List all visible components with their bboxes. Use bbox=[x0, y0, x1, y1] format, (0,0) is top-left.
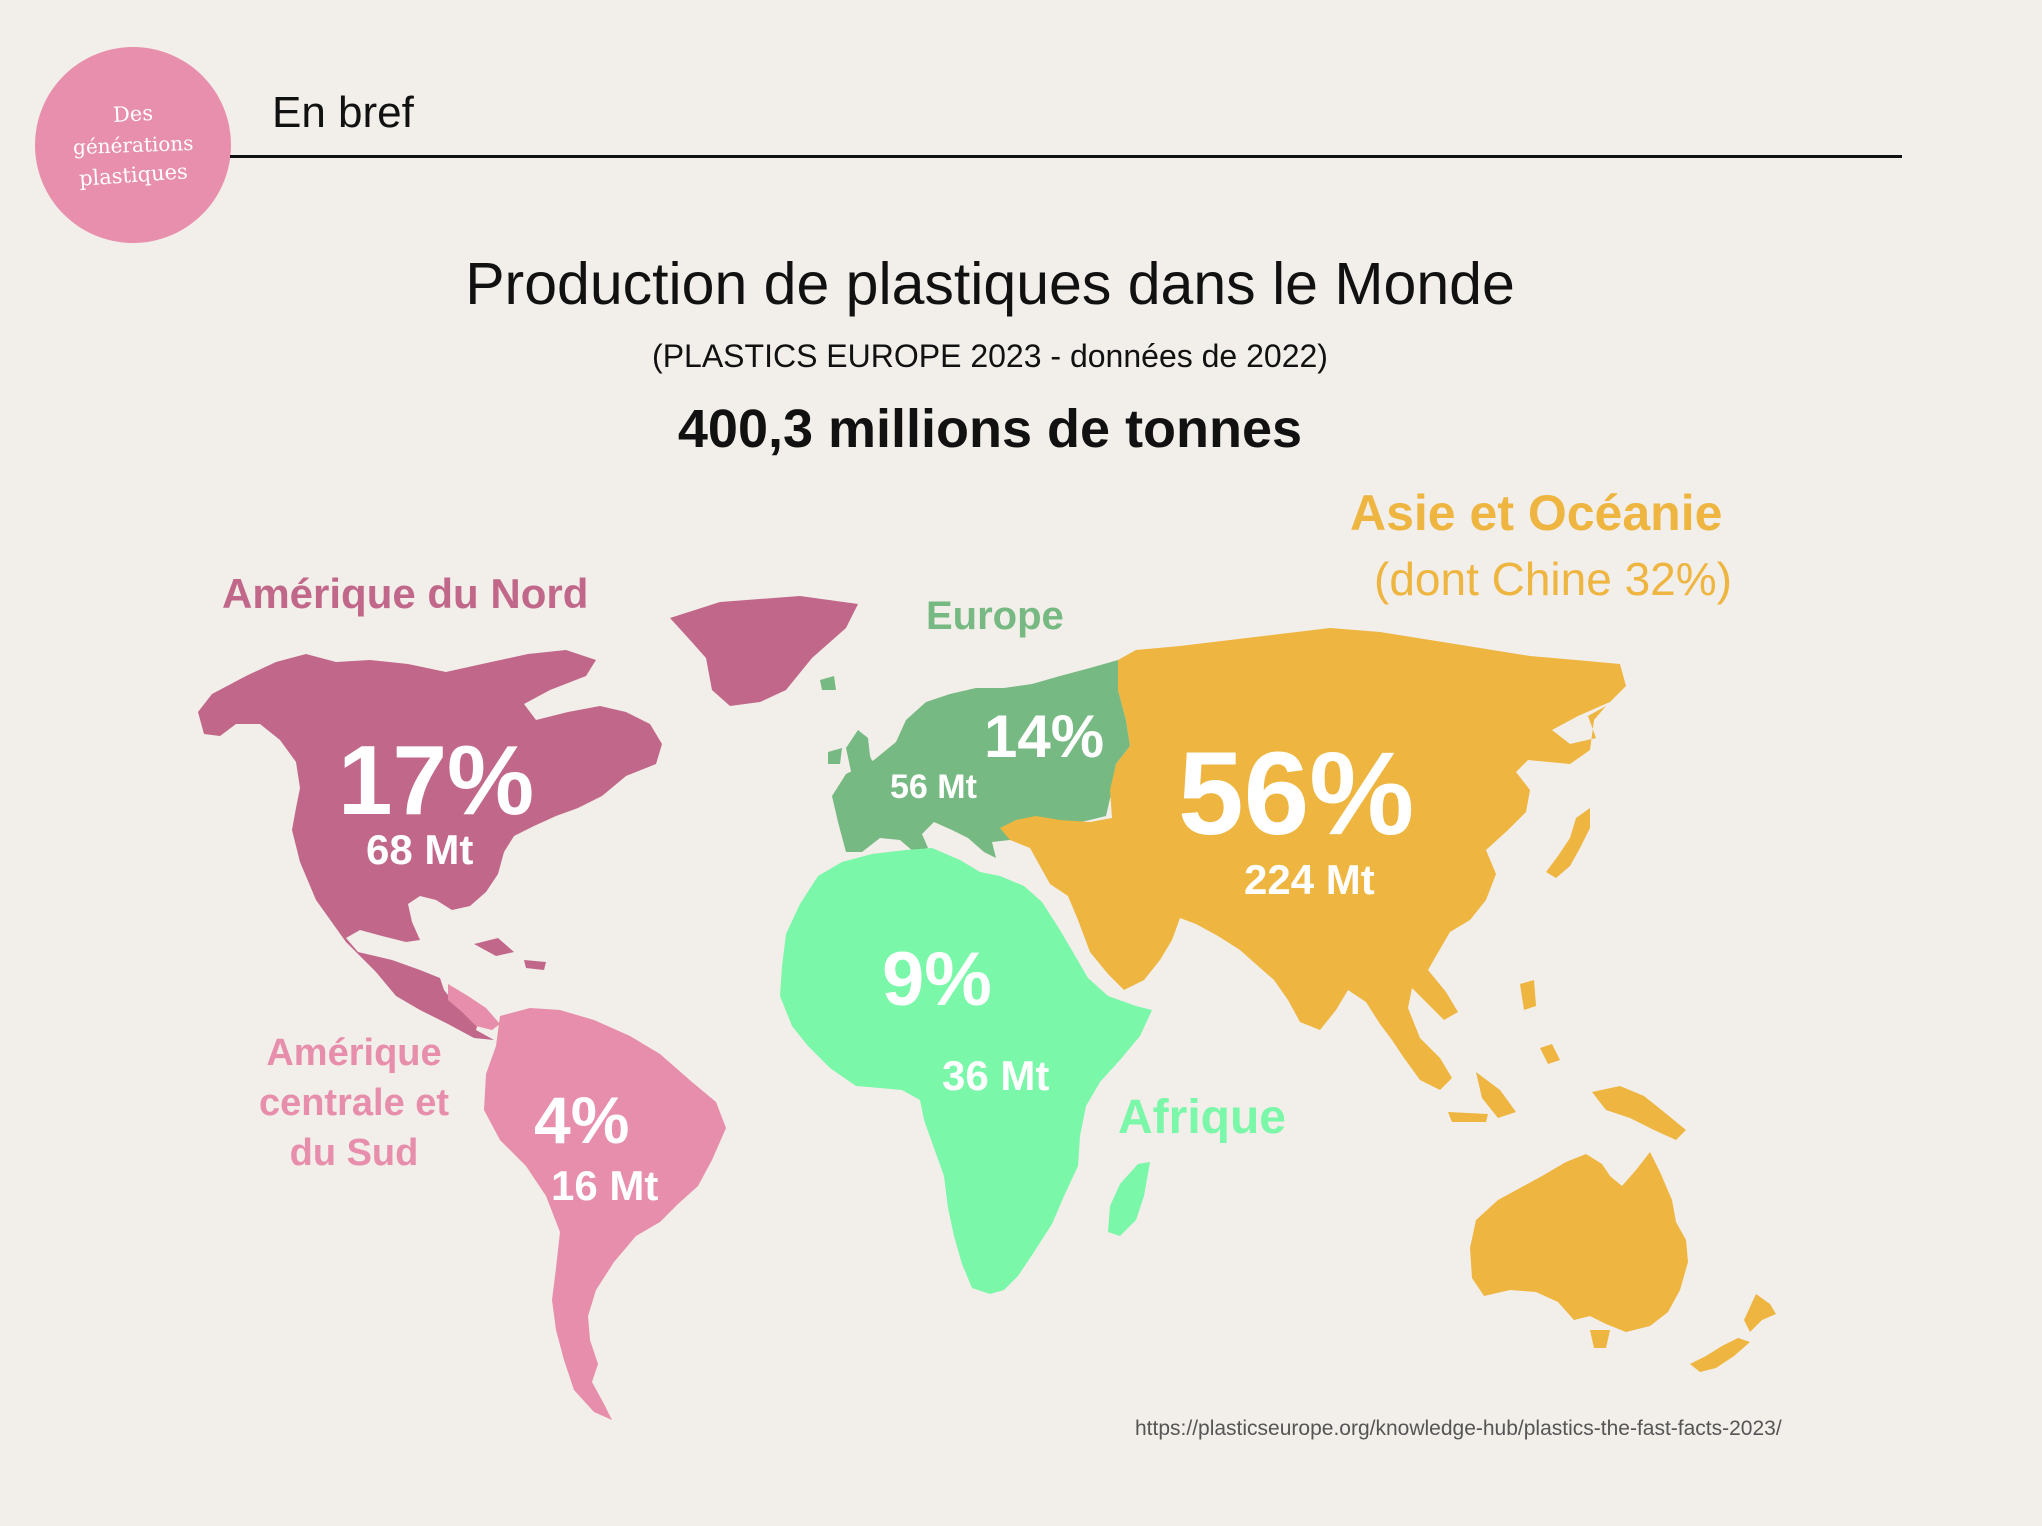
australia-shape bbox=[1470, 1152, 1688, 1332]
logo-badge: Des générations plastiques bbox=[35, 47, 231, 243]
region-label-south-america-line-2: centrale et bbox=[258, 1082, 450, 1124]
south-america-shape bbox=[484, 1008, 726, 1420]
tonnage-south-america: 16 Mt bbox=[551, 1162, 659, 1209]
southeast-asia-islands-shape bbox=[1448, 980, 1560, 1122]
header-divider bbox=[230, 155, 1902, 158]
africa-shape bbox=[780, 848, 1152, 1294]
region-label-asia-oceania: Asie et Océanie bbox=[1350, 485, 1723, 541]
greenland-shape bbox=[670, 596, 858, 706]
tonnage-north-america: 68 Mt bbox=[366, 826, 474, 873]
region-label-africa: Afrique bbox=[1118, 1091, 1286, 1144]
percent-africa: 9% bbox=[882, 937, 992, 1022]
tonnage-africa: 36 Mt bbox=[942, 1052, 1050, 1099]
percent-europe: 14% bbox=[984, 703, 1105, 770]
region-note-asia-oceania: (dont Chine 32%) bbox=[1374, 553, 1732, 605]
region-label-europe: Europe bbox=[926, 594, 1064, 638]
percent-north-america: 17% bbox=[338, 725, 535, 835]
caribbean-islands-shape bbox=[474, 938, 546, 970]
region-label-south-america-line-1: Amérique bbox=[266, 1032, 442, 1074]
british-isles-shape bbox=[820, 676, 876, 788]
japan-shape bbox=[1546, 808, 1590, 878]
tasmania-shape bbox=[1590, 1330, 1610, 1348]
asia-shape bbox=[1000, 628, 1626, 1090]
central-america-shape bbox=[448, 984, 500, 1030]
madagascar-shape bbox=[1108, 1162, 1150, 1236]
tonnage-asia-oceania: 224 Mt bbox=[1244, 856, 1375, 903]
percent-south-america: 4% bbox=[534, 1083, 630, 1157]
new-guinea-shape bbox=[1592, 1086, 1686, 1140]
region-label-south-america: Amérique centrale et du Sud bbox=[232, 1028, 476, 1178]
section-title: En bref bbox=[272, 88, 414, 137]
page-subtitle: (PLASTICS EUROPE 2023 - données de 2022) bbox=[652, 338, 1328, 374]
tonnage-europe: 56 Mt bbox=[890, 768, 977, 806]
region-label-south-america-line-3: du Sud bbox=[289, 1132, 419, 1174]
total-production: 400,3 millions de tonnes bbox=[677, 399, 1303, 459]
source-link[interactable]: https://plasticseurope.org/knowledge-hub… bbox=[1135, 1417, 1782, 1440]
north-america-shape bbox=[198, 650, 662, 1040]
region-label-north-america: Amérique du Nord bbox=[222, 570, 589, 617]
europe-shape bbox=[832, 660, 1132, 858]
new-zealand-shape bbox=[1690, 1294, 1776, 1372]
page-title: Production de plastiques dans le Monde bbox=[465, 251, 1515, 317]
percent-asia-oceania: 56% bbox=[1178, 728, 1415, 860]
